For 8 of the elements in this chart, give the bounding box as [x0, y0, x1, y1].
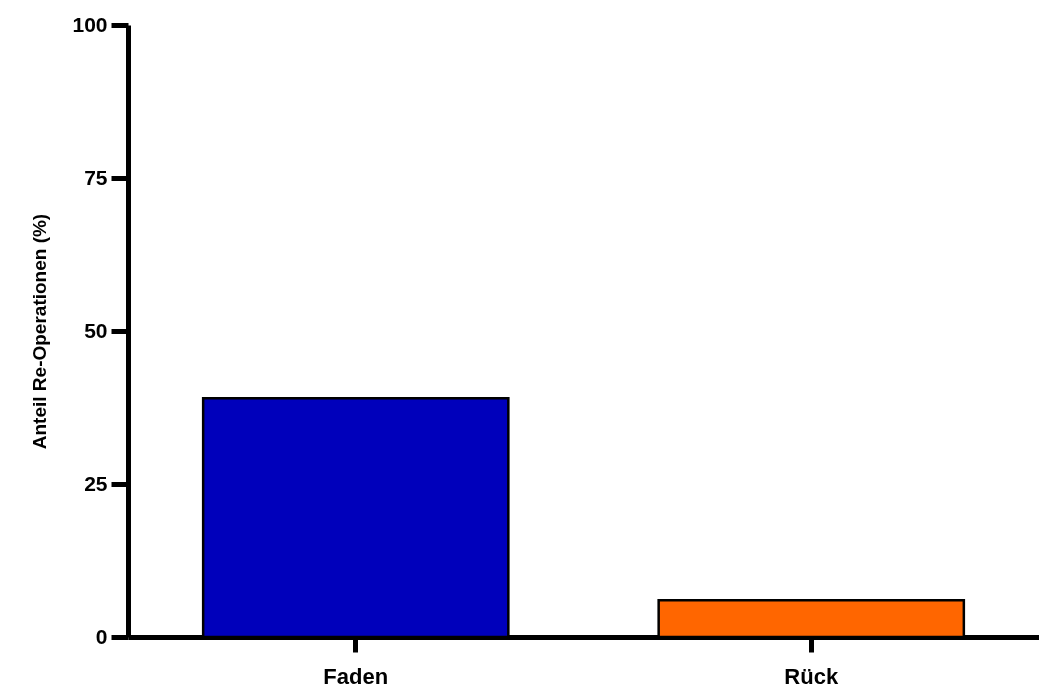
y-tick-label: 25 — [84, 471, 108, 495]
y-tick-label: 0 — [95, 624, 108, 648]
y-axis-title: Anteil Re-Operationen (%) — [29, 213, 51, 450]
y-tick-label: 75 — [84, 165, 108, 189]
x-tick-label: Rück — [784, 663, 839, 689]
y-tick-label: 100 — [72, 12, 108, 36]
y-tick-label: 50 — [84, 318, 108, 342]
x-tick-label: Faden — [323, 663, 389, 689]
